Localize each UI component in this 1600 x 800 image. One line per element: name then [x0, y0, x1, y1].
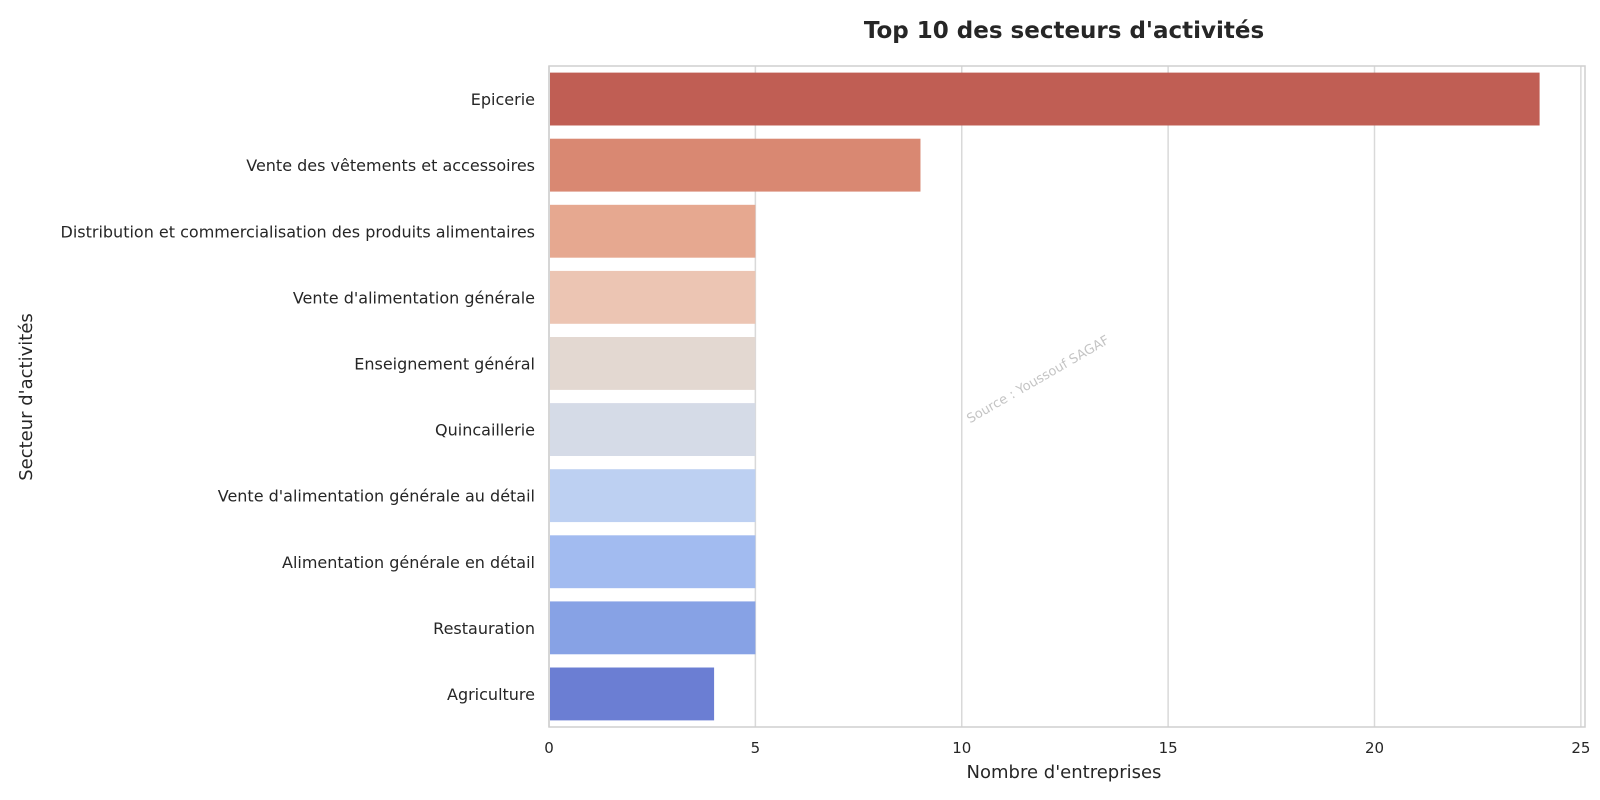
x-tick-label: 25	[1571, 739, 1590, 757]
bar	[550, 535, 756, 589]
bar	[550, 403, 756, 456]
y-tick-label: Vente d'alimentation générale au détail	[218, 487, 535, 506]
y-tick-label: Epicerie	[471, 90, 535, 109]
bar	[550, 270, 756, 324]
y-tick-label: Vente des vêtements et accessoires	[246, 156, 535, 175]
y-tick-label: Quincaillerie	[435, 421, 535, 440]
x-axis-label: Nombre d'entreprises	[967, 762, 1162, 783]
bar	[550, 601, 756, 655]
y-tick-label: Agriculture	[447, 685, 535, 704]
y-tick-labels: Epicerie Vente des vêtements et accessoir…	[61, 90, 536, 704]
bar	[550, 204, 756, 258]
plot-frame	[548, 65, 1586, 728]
x-tick-label: 0	[544, 739, 554, 757]
bars	[550, 72, 1540, 721]
bar	[550, 667, 715, 721]
y-axis-label: Secteur d'activités	[16, 313, 37, 481]
y-tick-label: Vente d'alimentation générale	[293, 288, 535, 307]
y-tick-label: Distribution et commercialisation des pr…	[61, 222, 536, 241]
bar	[550, 469, 756, 523]
y-tick-label: Enseignement général	[354, 354, 535, 373]
bar	[550, 72, 1540, 126]
source-watermark: Source : Youssouf SAGAF	[964, 333, 1112, 427]
x-tick-labels: 0 5 10 15 20 25	[544, 739, 1590, 757]
bar	[550, 337, 756, 390]
x-tick-label: 10	[952, 739, 971, 757]
x-tick-label: 5	[751, 739, 761, 757]
x-tick-label: 15	[1159, 739, 1178, 757]
chart-title: Top 10 des secteurs d'activités	[864, 18, 1264, 44]
y-tick-label: Alimentation générale en détail	[282, 553, 535, 572]
x-tick-label: 20	[1365, 739, 1384, 757]
y-tick-label: Restauration	[433, 619, 535, 638]
bar	[550, 138, 921, 192]
